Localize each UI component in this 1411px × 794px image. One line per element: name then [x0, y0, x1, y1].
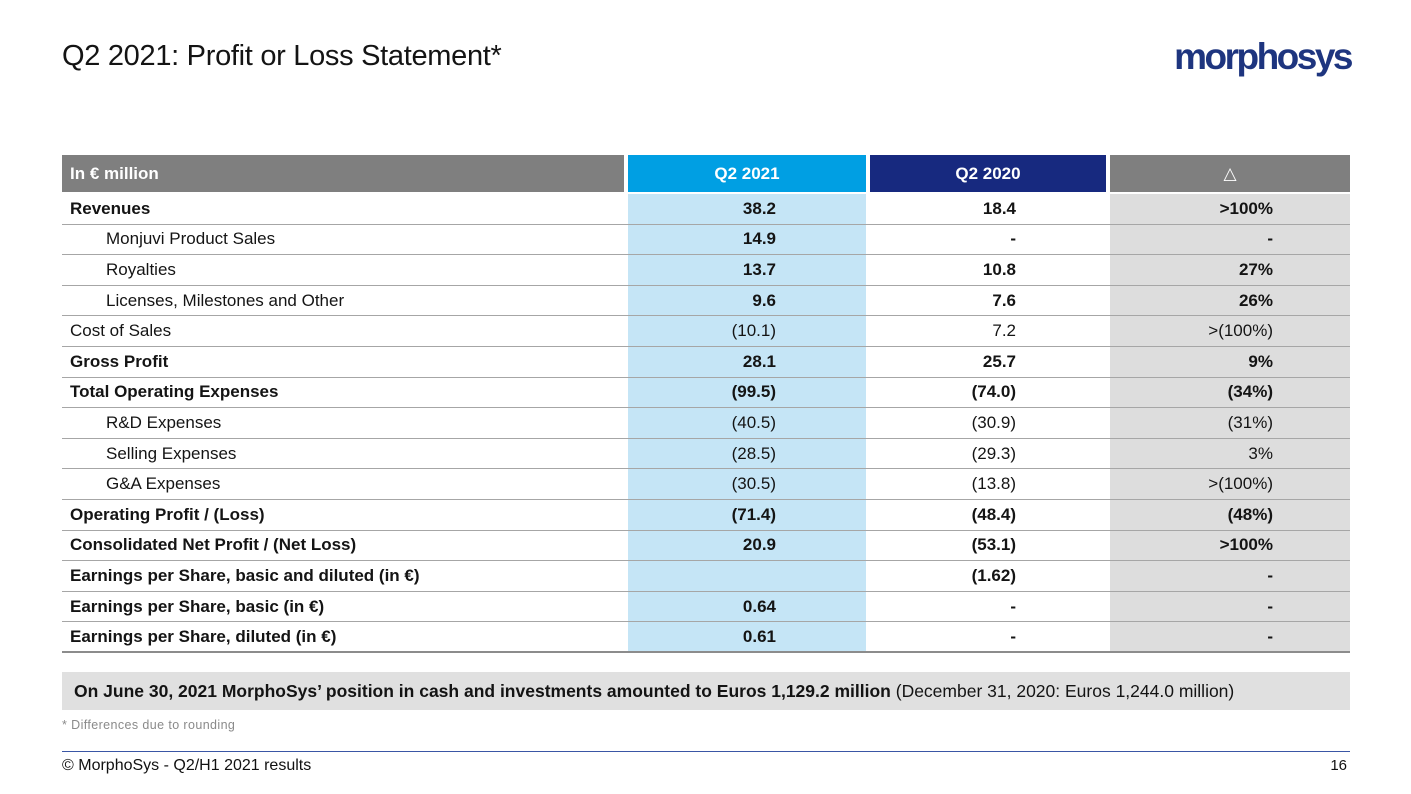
cell-q2-2020: (1.62)	[870, 561, 1106, 591]
row-label: Monjuvi Product Sales	[106, 229, 276, 249]
row-label: G&A Expenses	[106, 474, 221, 494]
row-label: Operating Profit / (Loss)	[70, 504, 265, 524]
cell-q2-2020: (29.3)	[870, 438, 1106, 469]
cell-q2-2021: 38.2	[628, 194, 866, 224]
cell-q2-2020: -	[870, 591, 1106, 622]
cell-q2-2020: (53.1)	[870, 530, 1106, 561]
cell-q2-2020: (30.9)	[870, 408, 1106, 438]
row-label: Royalties	[106, 259, 176, 279]
cell-q2-2021: (28.5)	[628, 438, 866, 469]
cell-q2-2021: (99.5)	[628, 377, 866, 408]
cell-delta: -	[1110, 622, 1350, 651]
cell-q2-2021: 20.9	[628, 530, 866, 561]
table-row: Monjuvi Product Sales 14.9 - -	[62, 224, 1350, 256]
footer-divider-line	[62, 751, 1350, 752]
cell-q2-2021: (30.5)	[628, 469, 866, 499]
header-q2-2021: Q2 2021	[628, 155, 866, 192]
row-label: Earnings per Share, basic (in €)	[70, 596, 325, 616]
table-row: Selling Expenses (28.5) (29.3) 3%	[62, 438, 1350, 470]
row-label: Earnings per Share, diluted (in €)	[70, 626, 337, 646]
table-row: Consolidated Net Profit / (Net Loss) 20.…	[62, 530, 1350, 562]
row-label: R&D Expenses	[106, 412, 222, 432]
row-label: Selling Expenses	[106, 443, 237, 463]
row-label: Cost of Sales	[70, 321, 172, 341]
header-in-eur-million: In € million	[62, 155, 624, 192]
cell-q2-2020: -	[870, 224, 1106, 255]
cell-q2-2021: (71.4)	[628, 499, 866, 530]
cell-delta: >100%	[1110, 194, 1350, 224]
cell-delta: 27%	[1110, 255, 1350, 285]
cell-delta: >(100%)	[1110, 316, 1350, 346]
cell-q2-2020: 7.2	[870, 316, 1106, 346]
row-label: Consolidated Net Profit / (Net Loss)	[70, 535, 357, 555]
header-q2-2020: Q2 2020	[870, 155, 1106, 192]
table-row: Total Operating Expenses (99.5) (74.0) (…	[62, 377, 1350, 409]
page-title: Q2 2021: Profit or Loss Statement*	[62, 40, 502, 72]
morphosys-logo: morphosys	[1174, 36, 1353, 77]
table-row: R&D Expenses (40.5) (30.9) (31%)	[62, 408, 1350, 439]
cell-q2-2021: (40.5)	[628, 408, 866, 438]
note-bold-text: On June 30, 2021 MorphoSys’ position in …	[74, 680, 891, 701]
cell-q2-2021: 14.9	[628, 224, 866, 255]
row-label: Revenues	[70, 198, 151, 218]
rounding-footnote: * Differences due to rounding	[62, 718, 236, 732]
cell-q2-2021: 0.61	[628, 622, 866, 651]
table-header-row: In € million Q2 2021 Q2 2020 △	[62, 155, 1350, 192]
cell-q2-2020: 10.8	[870, 255, 1106, 285]
cell-delta: -	[1110, 591, 1350, 622]
cell-q2-2021: (10.1)	[628, 316, 866, 346]
cell-q2-2020: (74.0)	[870, 377, 1106, 408]
cell-q2-2020: -	[870, 622, 1106, 651]
delta-triangle-icon: △	[1110, 155, 1350, 192]
row-label: Total Operating Expenses	[70, 382, 279, 402]
page-number: 16	[1330, 757, 1347, 774]
table-row: Earnings per Share, diluted (in €) 0.61 …	[62, 622, 1350, 653]
note-regular-text: (December 31, 2020: Euros 1,244.0 millio…	[890, 680, 1235, 701]
table-row: G&A Expenses (30.5) (13.8) >(100%)	[62, 469, 1350, 500]
cell-q2-2020: 18.4	[870, 194, 1106, 224]
cell-q2-2021: 0.64	[628, 591, 866, 622]
footer-copyright: © MorphoSys - Q2/H1 2021 results	[62, 757, 312, 774]
cell-delta: (48%)	[1110, 499, 1350, 530]
cell-delta: 3%	[1110, 438, 1350, 469]
profit-loss-table: In € million Q2 2021 Q2 2020 △ Revenues …	[62, 155, 1350, 653]
cell-delta: -	[1110, 561, 1350, 591]
cell-delta: >100%	[1110, 530, 1350, 561]
cell-q2-2020: (13.8)	[870, 469, 1106, 499]
cell-delta: (34%)	[1110, 377, 1350, 408]
table-row: Gross Profit 28.1 25.7 9%	[62, 346, 1350, 378]
table-row: Cost of Sales (10.1) 7.2 >(100%)	[62, 316, 1350, 347]
cell-q2-2021	[628, 561, 866, 591]
cash-position-note: On June 30, 2021 MorphoSys’ position in …	[62, 672, 1350, 710]
cell-delta: 9%	[1110, 346, 1350, 377]
row-label: Licenses, Milestones and Other	[106, 290, 345, 310]
table-row: Revenues 38.2 18.4 >100%	[62, 194, 1350, 225]
table-row: Royalties 13.7 10.8 27%	[62, 255, 1350, 286]
cell-delta: 26%	[1110, 285, 1350, 316]
row-label: Gross Profit	[70, 351, 169, 371]
cell-q2-2021: 28.1	[628, 346, 866, 377]
cell-delta: -	[1110, 224, 1350, 255]
cell-q2-2020: (48.4)	[870, 499, 1106, 530]
cell-delta: >(100%)	[1110, 469, 1350, 499]
cell-q2-2021: 13.7	[628, 255, 866, 285]
table-row: Operating Profit / (Loss) (71.4) (48.4) …	[62, 499, 1350, 531]
table-row: Earnings per Share, basic (in €) 0.64 - …	[62, 591, 1350, 623]
row-label: Earnings per Share, basic and diluted (i…	[70, 565, 420, 585]
cell-q2-2021: 9.6	[628, 285, 866, 316]
cell-q2-2020: 25.7	[870, 346, 1106, 377]
table-row: Earnings per Share, basic and diluted (i…	[62, 561, 1350, 592]
cell-delta: (31%)	[1110, 408, 1350, 438]
cell-q2-2020: 7.6	[870, 285, 1106, 316]
table-row: Licenses, Milestones and Other 9.6 7.6 2…	[62, 285, 1350, 317]
